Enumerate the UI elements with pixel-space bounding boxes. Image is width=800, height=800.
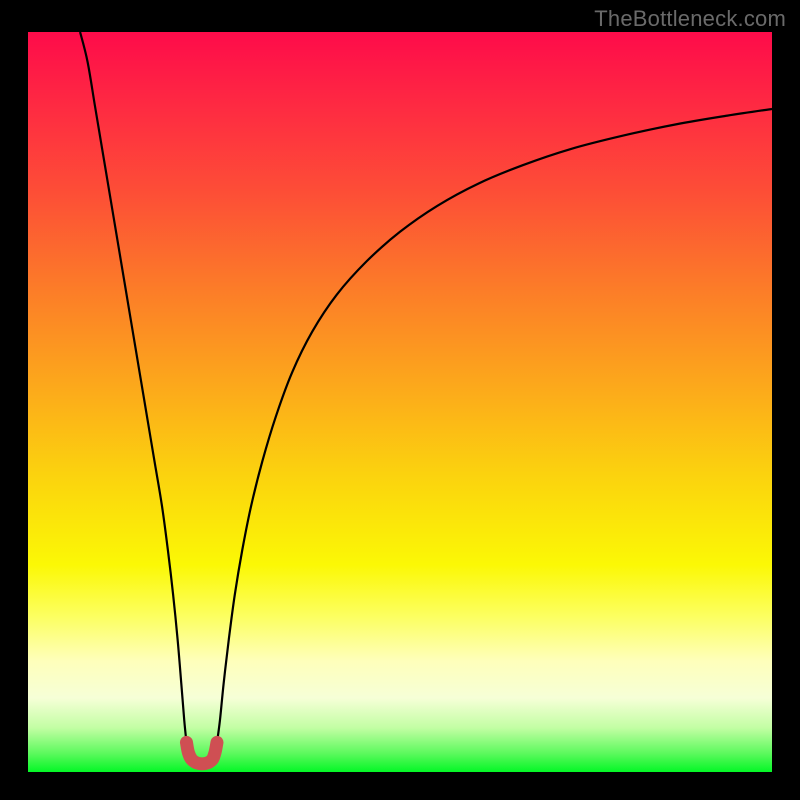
watermark-text: TheBottleneck.com: [594, 6, 786, 32]
chart-frame: TheBottleneck.com: [0, 0, 800, 800]
gradient-background: [28, 32, 772, 772]
plot-area: [28, 32, 772, 772]
plot-svg: [28, 32, 772, 772]
